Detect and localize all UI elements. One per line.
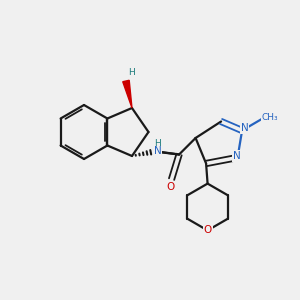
Text: N: N: [154, 146, 161, 157]
Polygon shape: [123, 80, 132, 108]
Text: H: H: [128, 68, 135, 77]
Text: O: O: [166, 182, 174, 192]
Text: H: H: [154, 139, 161, 148]
Text: CH₃: CH₃: [262, 113, 278, 122]
Text: N: N: [233, 151, 241, 161]
Text: O: O: [203, 225, 212, 236]
Text: N: N: [241, 123, 248, 133]
